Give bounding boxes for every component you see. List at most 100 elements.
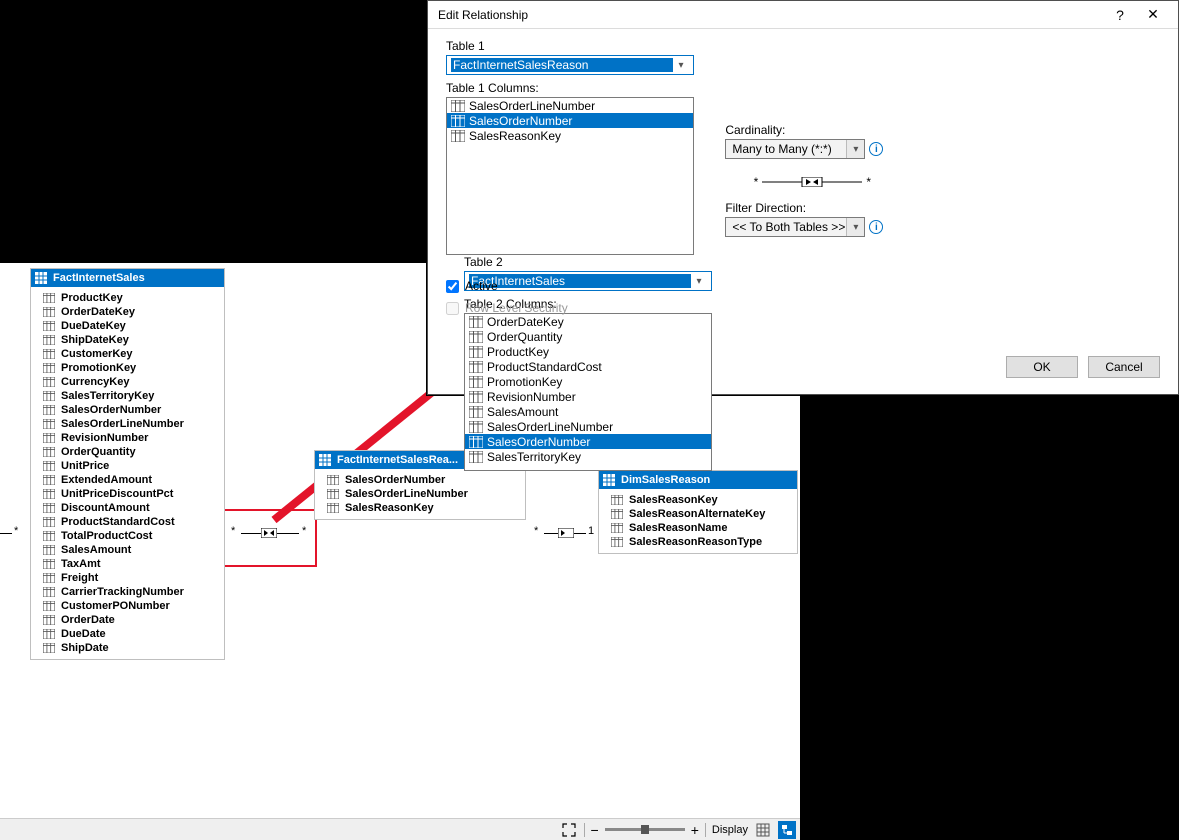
column-name: DiscountAmount <box>61 502 150 514</box>
table1-columns-listbox[interactable]: SalesOrderLineNumberSalesOrderNumberSale… <box>446 97 694 255</box>
listbox-item[interactable]: OrderDateKey <box>465 314 711 329</box>
filter-direction-dropdown[interactable]: << To Both Tables >> ▾ <box>725 217 865 237</box>
table-column[interactable]: TaxAmt <box>31 557 224 571</box>
column-icon <box>43 405 55 415</box>
listbox-item[interactable]: OrderQuantity <box>465 329 711 344</box>
table-column[interactable]: DueDate <box>31 627 224 641</box>
column-icon <box>43 629 55 639</box>
table-column[interactable]: RevisionNumber <box>31 431 224 445</box>
listbox-item[interactable]: SalesTerritoryKey <box>465 449 711 464</box>
table-column[interactable]: SalesAmount <box>31 543 224 557</box>
table-header[interactable]: FactInternetSales <box>31 269 224 287</box>
column-name: OrderQuantity <box>61 446 136 458</box>
table-column[interactable]: DueDateKey <box>31 319 224 333</box>
cancel-button[interactable]: Cancel <box>1088 356 1160 378</box>
table-column[interactable]: SalesOrderNumber <box>315 473 525 487</box>
listbox-item-label: OrderQuantity <box>487 330 562 344</box>
table-dim-sales-reason[interactable]: DimSalesReason SalesReasonKeySalesReason… <box>598 470 798 554</box>
table-column[interactable]: CustomerPONumber <box>31 599 224 613</box>
rls-checkbox-input[interactable] <box>446 302 459 315</box>
column-icon <box>43 307 55 317</box>
rel2-filter-icon[interactable] <box>558 528 574 538</box>
filter-direction-value: << To Both Tables >> <box>732 220 846 234</box>
listbox-item[interactable]: SalesOrderLineNumber <box>465 419 711 434</box>
table-column[interactable]: DiscountAmount <box>31 501 224 515</box>
table2-columns-listbox[interactable]: OrderDateKeyOrderQuantityProductKeyProdu… <box>464 313 712 471</box>
table-column[interactable]: ShipDateKey <box>31 333 224 347</box>
zoom-out-button[interactable]: − <box>591 822 599 838</box>
rls-checkbox[interactable]: Row Level Security <box>446 301 568 315</box>
listbox-item[interactable]: SalesReasonKey <box>447 128 693 143</box>
cardinality-dropdown[interactable]: Many to Many (*:*) ▾ <box>725 139 865 159</box>
table-fact-internet-sales[interactable]: FactInternetSales ProductKeyOrderDateKey… <box>30 268 225 660</box>
table-column[interactable]: OrderDate <box>31 613 224 627</box>
ok-button[interactable]: OK <box>1006 356 1078 378</box>
table-column[interactable]: CustomerKey <box>31 347 224 361</box>
table-column[interactable]: UnitPrice <box>31 459 224 473</box>
table-column[interactable]: SalesOrderLineNumber <box>31 417 224 431</box>
column-name: SalesReasonName <box>629 522 727 534</box>
listbox-item[interactable]: RevisionNumber <box>465 389 711 404</box>
active-checkbox-input[interactable] <box>446 280 459 293</box>
info-icon[interactable]: i <box>869 142 883 156</box>
table-header[interactable]: DimSalesReason <box>599 471 797 489</box>
column-icon <box>43 363 55 373</box>
table1-dropdown[interactable]: FactInternetSalesReason ▾ <box>446 55 694 75</box>
column-icon <box>611 509 623 519</box>
table-column[interactable]: UnitPriceDiscountPct <box>31 487 224 501</box>
table-column[interactable]: ProductKey <box>31 291 224 305</box>
listbox-item[interactable]: PromotionKey <box>465 374 711 389</box>
info-icon[interactable]: i <box>869 220 883 234</box>
listbox-item[interactable]: ProductKey <box>465 344 711 359</box>
rel2-line-a[interactable] <box>544 533 558 534</box>
rel2-line-b[interactable] <box>574 533 586 534</box>
zoom-slider[interactable] <box>605 828 685 831</box>
table-column[interactable]: SalesOrderLineNumber <box>315 487 525 501</box>
zoom-handle[interactable] <box>641 825 649 834</box>
display-diagram-icon[interactable] <box>778 821 796 839</box>
fit-to-screen-icon[interactable] <box>560 821 578 839</box>
column-name: UnitPriceDiscountPct <box>61 488 173 500</box>
column-icon <box>469 376 483 388</box>
table-column[interactable]: SalesReasonReasonType <box>599 535 797 549</box>
column-icon <box>43 433 55 443</box>
chevron-down-icon: ▾ <box>846 218 864 236</box>
table-column[interactable]: PromotionKey <box>31 361 224 375</box>
table-column[interactable]: CarrierTrackingNumber <box>31 585 224 599</box>
table-column[interactable]: ProductStandardCost <box>31 515 224 529</box>
table-column[interactable]: SalesOrderNumber <box>31 403 224 417</box>
display-grid-icon[interactable] <box>754 821 772 839</box>
column-name: SalesOrderNumber <box>345 474 445 486</box>
table-column[interactable]: SalesReasonKey <box>315 501 525 515</box>
column-icon <box>43 503 55 513</box>
column-name: SalesAmount <box>61 544 131 556</box>
column-name: PromotionKey <box>61 362 136 374</box>
listbox-item[interactable]: SalesOrderNumber <box>447 113 693 128</box>
zoom-in-button[interactable]: + <box>691 822 699 838</box>
table-column[interactable]: SalesTerritoryKey <box>31 389 224 403</box>
listbox-item[interactable]: SalesAmount <box>465 404 711 419</box>
listbox-item[interactable]: SalesOrderNumber <box>465 434 711 449</box>
chevron-down-icon: ▾ <box>846 140 864 158</box>
table-column[interactable]: TotalProductCost <box>31 529 224 543</box>
table-column[interactable]: SalesReasonName <box>599 521 797 535</box>
column-name: TotalProductCost <box>61 530 152 542</box>
table-column[interactable]: CurrencyKey <box>31 375 224 389</box>
close-button[interactable]: ✕ <box>1134 3 1172 27</box>
table-column[interactable]: Freight <box>31 571 224 585</box>
table-column[interactable]: SalesReasonKey <box>599 493 797 507</box>
active-checkbox[interactable]: Active <box>446 279 568 293</box>
dialog-titlebar[interactable]: Edit Relationship ? ✕ <box>428 1 1178 29</box>
table-column[interactable]: ExtendedAmount <box>31 473 224 487</box>
help-button[interactable]: ? <box>1106 3 1134 27</box>
table-column[interactable]: OrderQuantity <box>31 445 224 459</box>
relationship-graphic: * * <box>725 175 899 189</box>
table-column[interactable]: OrderDateKey <box>31 305 224 319</box>
table-column[interactable]: SalesReasonAlternateKey <box>599 507 797 521</box>
listbox-item[interactable]: ProductStandardCost <box>465 359 711 374</box>
column-name: OrderDate <box>61 614 115 626</box>
listbox-item-label: SalesOrderNumber <box>469 114 572 128</box>
column-icon <box>43 461 55 471</box>
listbox-item[interactable]: SalesOrderLineNumber <box>447 98 693 113</box>
table-column[interactable]: ShipDate <box>31 641 224 655</box>
